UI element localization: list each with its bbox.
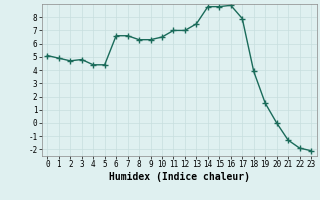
X-axis label: Humidex (Indice chaleur): Humidex (Indice chaleur)	[109, 172, 250, 182]
